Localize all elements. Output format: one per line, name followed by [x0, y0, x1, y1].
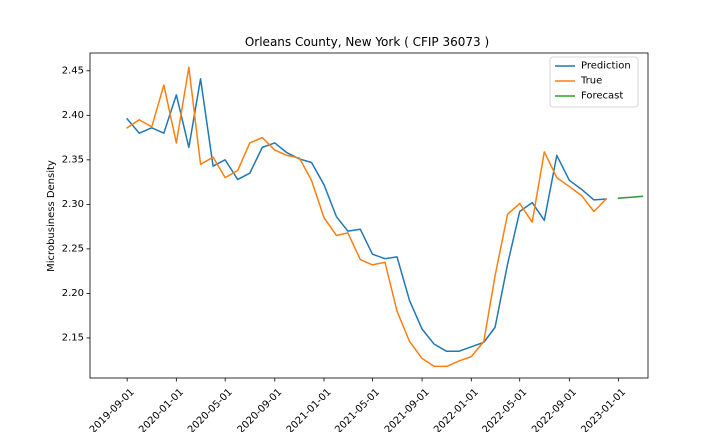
- axes-frame: [89, 52, 649, 379]
- legend-label-forecast: Forecast: [581, 91, 623, 102]
- chart-title: Orleans County, New York ( CFIP 36073 ): [245, 35, 489, 49]
- legend-label-prediction: Prediction: [581, 61, 631, 72]
- y-tick-label: 2.25: [62, 243, 84, 254]
- y-tick-label: 2.35: [62, 154, 84, 165]
- y-axis-label: Microbusiness Density: [46, 160, 57, 272]
- plot-area: [126, 66, 644, 368]
- legend-label-true: True: [580, 76, 602, 87]
- legend: Prediction True Forecast: [549, 56, 639, 108]
- y-tick-label: 2.15: [62, 332, 84, 343]
- series-line-prediction: [126, 78, 607, 353]
- series-line-true: [126, 66, 608, 368]
- y-tick-label: 2.20: [62, 288, 84, 299]
- y-tick-label: 2.45: [62, 65, 84, 76]
- series-line-forecast: [617, 195, 644, 199]
- y-tick-label: 2.30: [62, 199, 84, 210]
- y-tick-label: 2.40: [62, 110, 84, 121]
- legend-box: [549, 56, 639, 108]
